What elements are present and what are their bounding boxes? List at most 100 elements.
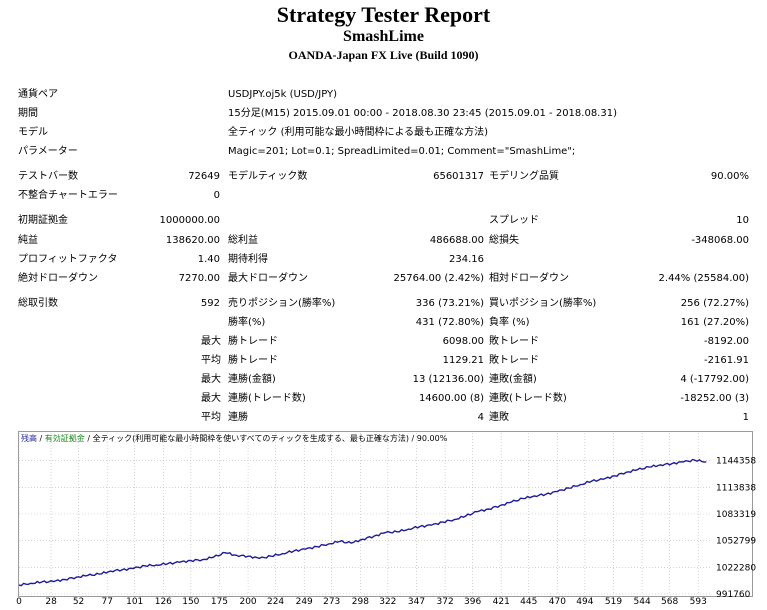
expected-payoff-label: 期待利得: [228, 254, 268, 265]
net-profit-value: 138620.00: [165, 235, 220, 246]
x-tick-label: 372: [437, 597, 454, 607]
y-tick-label: 1083319: [716, 510, 756, 520]
model-value: 全ティック (利用可能な最小時間枠による最も正確な方法): [228, 127, 489, 138]
x-tick-label: 28: [45, 597, 57, 607]
balance-line: [18, 458, 707, 587]
x-tick-label: 421: [493, 597, 510, 607]
mismatch-label: 不整合チャートエラー: [18, 190, 118, 201]
average-consecutive-prefix: 平均: [201, 412, 221, 423]
quality-value: 90.00%: [710, 171, 749, 182]
legend-quality: / 90.00%: [411, 434, 448, 443]
max-consecutive-losses-label: 連敗(金額): [489, 374, 537, 385]
maximal-drawdown-value: 25764.00 (2.42%): [393, 273, 484, 284]
expert-advisor-name: SmashLime: [343, 28, 424, 45]
x-tick-label: 150: [182, 597, 199, 607]
x-tick-label: 470: [549, 597, 566, 607]
x-tick-label: 175: [211, 597, 228, 607]
average-prefix: 平均: [201, 355, 221, 366]
max-consecutive-wins-value: 13 (12136.00): [412, 374, 484, 385]
ticks-label: モデルティック数: [228, 171, 308, 182]
max-consecutive-count-prefix: 最大: [201, 393, 221, 404]
x-tick-label: 224: [267, 597, 284, 607]
broker-build: OANDA-Japan FX Live (Build 1090): [288, 48, 479, 62]
parameters-value: Magic=201; Lot=0.1; SpreadLimited=0.01; …: [228, 146, 576, 157]
average-profit-label: 勝トレード: [228, 355, 278, 366]
bars-value: 72649: [188, 171, 220, 182]
expected-payoff-value: 234.16: [449, 254, 484, 265]
chart-legend: 残高 / 有効証拠金 / 全ティック(利用可能な最小時間枠を使いすべてのティック…: [21, 433, 447, 444]
profit-factor-label: プロフィットファクタ: [18, 254, 118, 265]
loss-trades-label: 負率 (%): [489, 317, 530, 328]
parameters-label: パラメーター: [18, 146, 78, 157]
profit-trades-value: 431 (72.80%): [415, 317, 484, 328]
symbol-label: 通貨ペア: [18, 89, 58, 100]
x-tick-label: 322: [379, 597, 396, 607]
x-tick-label: 77: [101, 597, 112, 607]
x-tick-label: 101: [126, 597, 143, 607]
y-tick-label: 991760: [716, 590, 751, 600]
spread-value: 10: [736, 215, 749, 226]
x-tick-label: 126: [155, 597, 172, 607]
average-consecutive-wins-value: 4: [477, 412, 484, 423]
long-positions-value: 256 (72.27%): [680, 298, 749, 309]
loss-trades-value: 161 (27.20%): [680, 317, 749, 328]
profit-factor-value: 1.40: [197, 254, 220, 265]
gross-loss-label: 総損失: [489, 235, 519, 246]
legend-separator: /: [39, 434, 43, 443]
average-profit-value: 1129.21: [442, 355, 484, 366]
total-trades-label: 総取引数: [18, 298, 58, 309]
relative-drawdown-value: 2.44% (25584.00): [658, 273, 749, 284]
x-tick-label: 52: [73, 597, 84, 607]
legend-model: 全ティック(利用可能な最小時間枠を使いすべてのティックを生成する、最も正確な方法…: [92, 434, 409, 443]
average-consecutive-losses-value: 1: [742, 412, 749, 423]
largest-loss-value: -8192.00: [704, 336, 749, 347]
average-loss-value: -2161.91: [704, 355, 749, 366]
period-label: 期間: [18, 108, 38, 119]
x-tick-label: 298: [352, 597, 369, 607]
x-tick-label: 396: [464, 597, 481, 607]
x-tick-label: 273: [323, 597, 340, 607]
largest-prefix: 最大: [201, 336, 221, 347]
short-positions-value: 336 (73.21%): [415, 298, 484, 309]
gross-profit-value: 486688.00: [429, 235, 484, 246]
y-tick-label: 1052799: [716, 537, 756, 547]
largest-profit-label: 勝トレード: [228, 336, 278, 347]
largest-profit-value: 6098.00: [442, 336, 484, 347]
x-tick-label: 249: [296, 597, 313, 607]
max-consecutive-profit-label: 連勝(トレード数): [228, 393, 306, 404]
x-tick-label: 445: [520, 597, 537, 607]
gross-profit-label: 総利益: [228, 235, 258, 246]
x-tick-label: 200: [239, 597, 256, 607]
quality-label: モデリング品質: [489, 171, 559, 182]
symbol-value: USDJPY.oj5k (USD/JPY): [228, 89, 338, 100]
long-positions-label: 買いポジション(勝率%): [489, 298, 597, 309]
y-tick-label: 1113838: [716, 483, 756, 493]
bars-label: テストバー数: [18, 171, 78, 182]
deposit-label: 初期証拠金: [18, 215, 68, 226]
relative-drawdown-label: 相対ドローダウン: [489, 273, 569, 284]
gross-loss-value: -348068.00: [691, 235, 749, 246]
max-consecutive-wins-label: 連勝(金額): [228, 374, 276, 385]
x-tick-label: 544: [634, 597, 651, 607]
average-consecutive-losses-label: 連敗: [489, 412, 509, 423]
mismatch-value: 0: [213, 190, 220, 201]
legend-equity: 有効証拠金: [44, 434, 85, 443]
x-tick-label: 347: [408, 597, 425, 607]
net-profit-label: 純益: [18, 235, 38, 246]
period-value: 15分足(M15) 2015.09.01 00:00 - 2018.08.30 …: [228, 108, 617, 119]
spread-label: スプレッド: [489, 215, 539, 226]
average-consecutive-wins-label: 連勝: [228, 412, 248, 423]
absolute-drawdown-value: 7270.00: [178, 273, 220, 284]
y-tick-label: 1144358: [716, 457, 756, 467]
profit-trades-label: 勝率(%): [228, 317, 266, 328]
absolute-drawdown-label: 絶対ドローダウン: [18, 273, 98, 284]
x-tick-label: 0: [16, 597, 22, 607]
short-positions-label: 売りポジション(勝率%): [228, 298, 336, 309]
average-loss-label: 敗トレード: [489, 355, 539, 366]
report-title: Strategy Tester Report: [276, 2, 491, 27]
total-trades-value: 592: [200, 298, 220, 309]
largest-loss-label: 敗トレード: [489, 336, 539, 347]
max-consecutive-prefix: 最大: [201, 374, 221, 385]
x-tick-label: 568: [661, 597, 678, 607]
